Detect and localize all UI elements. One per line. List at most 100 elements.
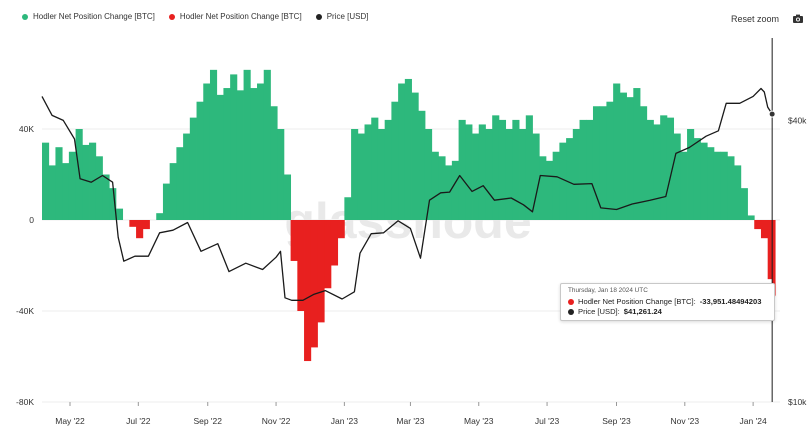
bar-positive [418, 110, 426, 220]
bar-positive [344, 197, 352, 220]
legend-dot-black [315, 13, 322, 20]
bar-positive [713, 151, 722, 220]
x-tick-label: Jan '23 [331, 416, 358, 426]
bar-positive [505, 129, 513, 220]
bar-positive [351, 129, 359, 220]
bar-positive [48, 165, 56, 220]
bar-positive [613, 83, 621, 220]
bar-positive [102, 174, 110, 220]
camera-icon[interactable] [792, 13, 804, 25]
bar-positive [592, 106, 601, 220]
bar-positive [653, 124, 661, 220]
bar-positive [680, 151, 688, 220]
bar-positive [519, 129, 527, 220]
bar-positive [572, 129, 580, 220]
y-tick-label: 0 [29, 215, 34, 225]
bar-positive [283, 174, 292, 220]
bar-positive [707, 147, 715, 220]
bar-positive [95, 156, 103, 220]
bar-positive [626, 97, 634, 220]
bar-positive [384, 119, 392, 220]
bar-negative [290, 220, 298, 261]
bar-positive [55, 147, 63, 220]
bar-negative [337, 220, 345, 239]
x-tick-label: Jul '23 [535, 416, 560, 426]
bar-positive [532, 133, 540, 220]
bar-negative [324, 220, 332, 289]
bar-positive [552, 151, 560, 220]
bar-positive [42, 142, 50, 220]
x-tick-label: Jul '22 [126, 416, 151, 426]
bar-positive [68, 151, 76, 220]
bar-positive [357, 133, 365, 220]
bar-positive [243, 69, 251, 220]
bar-positive [82, 144, 90, 220]
price-line [41, 87, 773, 301]
bar-positive [734, 165, 742, 220]
bar-positive [109, 188, 117, 220]
tooltip-date: Thursday, Jan 18 2024 UTC [568, 287, 648, 294]
bar-negative [304, 220, 312, 362]
bar-positive [183, 133, 191, 220]
x-tick-label: Mar '23 [396, 416, 424, 426]
bar-negative [129, 220, 137, 227]
bar-positive [599, 106, 607, 220]
bar-positive [458, 119, 466, 220]
bar-positive [156, 213, 164, 220]
bar-positive [371, 117, 379, 220]
bar-positive [216, 94, 224, 220]
bar-negative [754, 220, 762, 230]
x-tick-label: Sep '22 [193, 416, 222, 426]
legend-label: Price [USD] [326, 12, 369, 21]
bar-positive [579, 119, 587, 220]
tooltip-row-position: Hodler Net Position Change [BTC]: -33,95… [568, 297, 761, 306]
legend-item-positive[interactable]: Hodler Net Position Change [BTC] [22, 12, 155, 21]
legend-item-price[interactable]: Price [USD] [315, 12, 369, 21]
bar-positive [606, 101, 614, 220]
bar-positive [263, 69, 271, 220]
bar-positive [740, 188, 748, 220]
x-tick-label: May '23 [464, 416, 494, 426]
chart-legend: Hodler Net Position Change [BTC] Hodler … [22, 12, 368, 21]
bar-positive [747, 215, 755, 220]
bar-positive [640, 106, 648, 220]
legend-item-negative[interactable]: Hodler Net Position Change [BTC] [168, 12, 302, 21]
bar-positive [633, 88, 641, 220]
bar-positive [223, 88, 231, 220]
bar-positive [257, 83, 265, 220]
bar-positive [364, 124, 372, 220]
tooltip-series2-label: Price [USD]: [578, 307, 620, 316]
bar-positive [472, 133, 480, 220]
bar-positive [451, 160, 459, 220]
bar-positive [545, 160, 554, 220]
bar-positive [176, 147, 184, 220]
bar-positive [250, 88, 258, 220]
bar-negative [136, 220, 144, 239]
price-line-group [41, 87, 773, 301]
bar-positive [512, 119, 520, 220]
bar-positive [230, 74, 238, 221]
y-tick-label: -80K [16, 397, 34, 407]
y2-tick-label: $40k [788, 115, 807, 125]
reset-zoom-button[interactable]: Reset zoom [722, 10, 788, 28]
tooltip-series2-value: $41,261.24 [623, 307, 662, 316]
bar-positive [277, 129, 285, 220]
bar-positive [438, 156, 446, 220]
tooltip-dot-black [568, 308, 574, 315]
bar-positive [62, 163, 70, 220]
bar-positive [189, 117, 197, 220]
bar-positive [666, 117, 675, 220]
bar-positive [539, 156, 547, 220]
bar-positive [398, 83, 406, 220]
bar-positive [619, 92, 627, 220]
bar-positive [727, 156, 735, 220]
bar-positive [162, 183, 171, 220]
x-tick-label: Sep '23 [602, 416, 631, 426]
y2-tick-label: $10k [788, 397, 807, 407]
x-tick-label: Nov '23 [671, 416, 700, 426]
bar-positive [404, 78, 412, 220]
tooltip-dot-red [568, 298, 574, 305]
bar-positive [411, 92, 419, 220]
tooltip: Thursday, Jan 18 2024 UTC Hodler Net Pos… [560, 283, 775, 321]
x-tick-label: Nov '22 [262, 416, 291, 426]
